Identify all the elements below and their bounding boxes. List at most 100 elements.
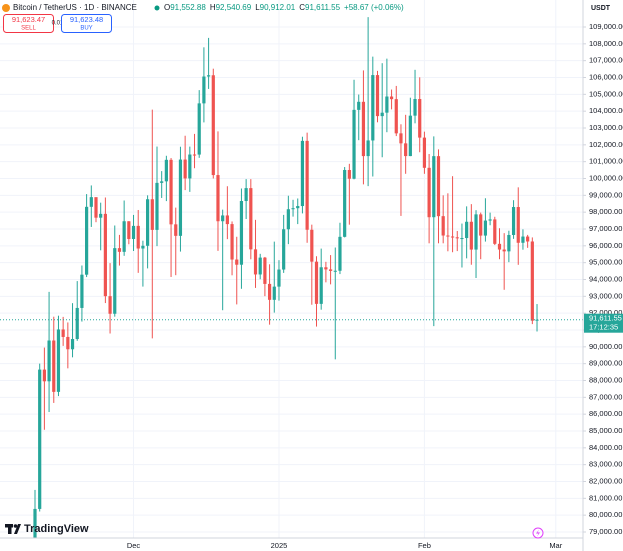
logo: TradingView (5, 523, 89, 535)
candle-body (221, 215, 225, 222)
candle-body (352, 109, 356, 179)
candle-body (497, 243, 502, 250)
symbol[interactable]: Bitcoin / TetherUS · 1D · BINANCE (13, 3, 137, 12)
candle-body (188, 154, 192, 179)
candle-body (474, 214, 478, 250)
candle-body (333, 270, 337, 272)
y-tick-label: 86,000.00 (589, 409, 622, 418)
x-tick-label: Mar (549, 541, 562, 550)
y-tick-label: 85,000.00 (589, 426, 622, 435)
candle-body (164, 159, 168, 182)
y-tick-label: 93,000.00 (589, 291, 622, 300)
candle-body (230, 224, 234, 260)
candle-body (61, 329, 65, 337)
candle-body (399, 133, 403, 144)
logo-text: TradingView (24, 523, 89, 535)
candle-body (511, 207, 516, 235)
candle-body (146, 199, 150, 246)
candle-body (296, 206, 300, 209)
last-price-label: 91,611.55 (589, 314, 622, 323)
candle-body (117, 248, 122, 252)
candle-body (150, 199, 154, 230)
candle-body (324, 267, 328, 270)
candle-body (225, 215, 229, 225)
y-tick-label: 100,000.00 (589, 173, 623, 182)
candle-body (183, 159, 187, 179)
candle-body (460, 238, 464, 240)
candle-body (305, 140, 309, 230)
candle-body (103, 213, 107, 297)
candle-body (202, 76, 206, 104)
sell-label: SELL (21, 26, 36, 32)
y-tick-label: 79,000.00 (589, 527, 622, 536)
candle-body (282, 229, 286, 270)
x-tick-label: 2025 (271, 541, 288, 550)
change: +58.67 (+0.06%) (344, 3, 404, 12)
y-tick-label: 97,000.00 (589, 224, 622, 233)
candle-body (141, 245, 145, 249)
candle-body (99, 213, 103, 218)
candle-body (385, 96, 389, 113)
candle-body (465, 221, 469, 239)
candle-body (267, 283, 272, 300)
candle-body (521, 236, 525, 243)
y-tick-label: 109,000.00 (589, 22, 623, 31)
ohlc-key: L (255, 3, 260, 12)
y-tick-label: 89,000.00 (589, 359, 622, 368)
candle-body (192, 154, 197, 156)
candle-body (113, 248, 117, 314)
ohlc-key: O (164, 3, 170, 12)
candle-body (441, 216, 445, 236)
candle-body (314, 261, 319, 304)
candle-body (56, 329, 61, 392)
candle-body (389, 96, 394, 100)
y-tick-label: 94,000.00 (589, 274, 622, 283)
candle-body (502, 249, 506, 252)
candle-body (469, 221, 473, 250)
candle-body (493, 219, 497, 244)
candle-body (530, 241, 534, 321)
candle-body (127, 221, 131, 239)
candle-body (263, 257, 267, 284)
candle-body (483, 220, 488, 236)
y-tick-label: 103,000.00 (589, 123, 623, 132)
candle-body (300, 140, 305, 207)
candle-body (85, 206, 89, 275)
spread: 0.01 (52, 21, 64, 27)
candle-body (371, 75, 375, 141)
candle-body (455, 237, 459, 239)
candle-body (427, 167, 431, 218)
y-tick-label: 108,000.00 (589, 39, 623, 48)
x-tick-label: Dec (127, 541, 141, 550)
candle-body (235, 259, 239, 265)
y-tick-label: 104,000.00 (589, 106, 623, 115)
candle-body (89, 197, 93, 207)
candle-body (244, 188, 248, 202)
buy-button[interactable] (61, 14, 112, 33)
currency[interactable]: USDT (591, 5, 611, 12)
y-tick-label: 107,000.00 (589, 56, 623, 65)
candle-body (413, 99, 417, 116)
sell-button[interactable] (3, 14, 54, 33)
candle-body (239, 201, 244, 265)
candle-body (436, 156, 441, 217)
y-tick-label: 96,000.00 (589, 241, 622, 250)
alert-icon[interactable] (532, 527, 544, 539)
y-tick-label: 99,000.00 (589, 190, 622, 199)
candle-body (319, 267, 323, 304)
last-price-box (584, 313, 623, 333)
candle-body (277, 269, 281, 287)
y-tick-label: 95,000.00 (589, 258, 622, 267)
candle-body (253, 249, 258, 275)
candle-body (272, 286, 276, 300)
candle-body (394, 99, 398, 134)
candle-body (291, 208, 295, 210)
candle-body (122, 221, 126, 252)
candle-body (160, 181, 164, 183)
y-tick-label: 90,000.00 (589, 342, 622, 351)
candle-body (357, 101, 361, 110)
candle-body (206, 75, 211, 77)
ohlc: O91,552.88 H92,540.69 L90,912.01 C91,611.55… (164, 3, 404, 12)
candle-body (338, 236, 342, 271)
